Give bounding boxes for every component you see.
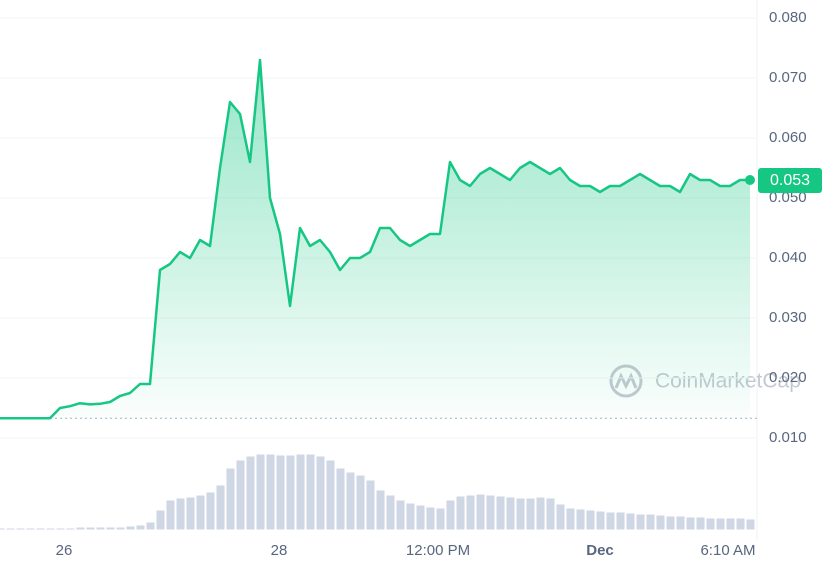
volume-bar (185, 496, 196, 531)
volume-bar (405, 502, 416, 531)
y-tick-label: 0.080 (769, 9, 807, 26)
price-badge-label: 0.053 (770, 172, 810, 189)
volume-bar (615, 511, 626, 531)
volume-bar (705, 517, 716, 531)
volume-bar (25, 527, 36, 531)
volume-bar (385, 494, 396, 531)
y-tick-label: 0.070 (769, 69, 807, 86)
volume-bar (355, 474, 366, 531)
volume-bar (225, 467, 236, 531)
volume-bar (645, 513, 656, 531)
volume-bar (245, 455, 256, 531)
volume-bar (285, 454, 296, 531)
volume-bar (95, 526, 106, 531)
volume-bar (65, 527, 76, 531)
volume-bar (655, 514, 666, 531)
volume-bar (345, 471, 356, 531)
price-line (0, 58, 750, 420)
volume-bar (465, 494, 476, 531)
volume-bar (395, 499, 406, 531)
volume-bar (375, 489, 386, 531)
volume-bar (215, 484, 226, 531)
volume-bar (295, 453, 306, 531)
y-tick-label: 0.010 (769, 429, 807, 446)
volume-bar (575, 508, 586, 531)
volume-bar (425, 506, 436, 531)
volume-bar (145, 521, 156, 531)
volume-bar (605, 511, 616, 531)
volume-bar (305, 453, 316, 531)
volume-bar (235, 459, 246, 531)
volume-bar (635, 513, 646, 531)
volume-bar (205, 491, 216, 531)
y-tick-label: 0.050 (769, 189, 807, 206)
volume-bar (535, 496, 546, 531)
volume-bar (675, 515, 686, 531)
volume-bar (685, 516, 696, 531)
volume-bar (165, 499, 176, 531)
y-tick-label: 0.030 (769, 309, 807, 326)
volume-bar (315, 455, 326, 531)
volume-bar (275, 454, 286, 531)
volume-bar (45, 527, 56, 531)
volume-bar (175, 497, 186, 531)
volume-bar (55, 527, 66, 531)
volume-bar (85, 526, 96, 531)
x-tick-label: 28 (271, 542, 288, 559)
volume-bar (725, 517, 736, 531)
volume-bar (255, 453, 266, 531)
volume-bar (515, 497, 526, 531)
volume-bar (625, 512, 636, 531)
volume-bar (735, 517, 746, 531)
volume-bar (445, 499, 456, 531)
volume-bar (155, 509, 166, 531)
volume-bar (105, 526, 116, 531)
volume-bar (555, 503, 566, 531)
volume-bar (525, 497, 536, 531)
y-tick-label: 0.040 (769, 249, 807, 266)
volume-bar (365, 479, 376, 531)
last-point (745, 175, 755, 185)
volume-bar (325, 459, 336, 531)
y-tick-label: 0.020 (769, 369, 807, 386)
volume-bar (0, 527, 6, 531)
volume-bar (495, 495, 506, 531)
volume-bar (485, 494, 496, 531)
volume-bar (265, 453, 276, 531)
volume-bar (335, 467, 346, 531)
x-tick-label: 26 (56, 542, 73, 559)
volume-bar (595, 510, 606, 531)
volume-bar (545, 497, 556, 531)
price-badge (758, 168, 822, 193)
volume-bar (415, 504, 426, 531)
x-tick-label: 12:00 PM (406, 542, 470, 559)
volume-bar (665, 515, 676, 531)
volume-bar (115, 526, 126, 531)
volume-bar (715, 517, 726, 531)
volume-bar (135, 524, 146, 531)
volume-bar (15, 527, 26, 531)
volume-bar (565, 507, 576, 531)
price-area (0, 60, 750, 419)
volume-bar (125, 525, 136, 531)
volume-bar (195, 494, 206, 531)
volume-bar (455, 495, 466, 531)
volume-bar (585, 509, 596, 531)
y-tick-label: 0.060 (769, 129, 807, 146)
volume-bar (475, 493, 486, 531)
x-tick-label: Dec (586, 542, 614, 559)
x-tick-label: 6:10 AM (700, 542, 755, 559)
volume-bar (75, 526, 86, 531)
volume-bar (505, 496, 516, 531)
volume-bar (435, 507, 446, 531)
volume-bar (745, 518, 756, 531)
volume-bar (695, 516, 706, 531)
volume-bar (5, 527, 16, 531)
volume-bar (35, 527, 46, 531)
